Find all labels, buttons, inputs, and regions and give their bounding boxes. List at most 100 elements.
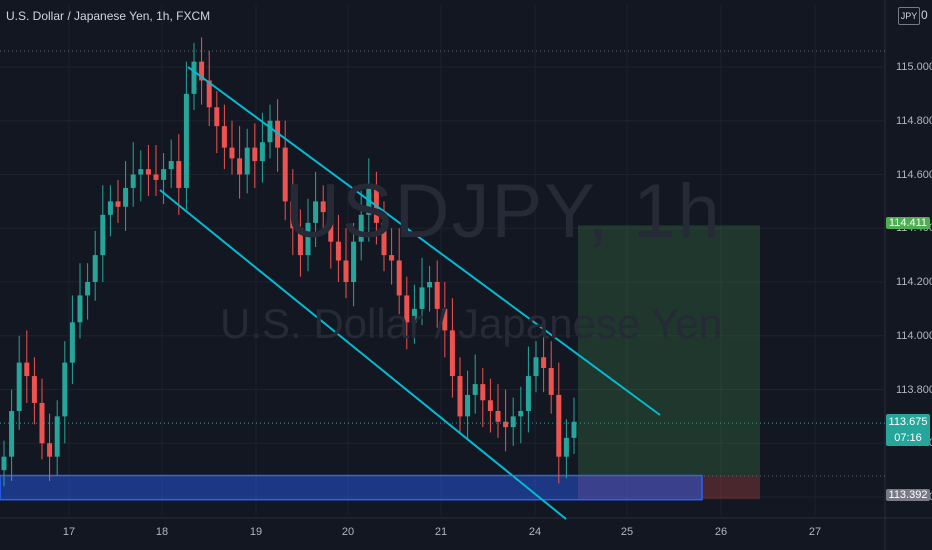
candle-body — [480, 384, 486, 401]
candle-body — [191, 61, 197, 94]
target-price-tag: 114.411 — [886, 217, 930, 229]
candle-body — [24, 362, 30, 377]
x-tick-label: 18 — [155, 526, 169, 538]
candle-body — [419, 287, 425, 309]
scale-toggle-icon[interactable]: 0 — [921, 8, 928, 22]
x-tick-label: 27 — [808, 526, 822, 538]
x-tick-label: 26 — [714, 526, 728, 538]
candle-body — [487, 400, 493, 411]
x-tick-label: 21 — [434, 526, 448, 538]
chart-title: U.S. Dollar / Japanese Yen, 1h, FXCM — [6, 9, 211, 23]
candle-body — [199, 61, 205, 81]
candle-body — [571, 421, 577, 438]
candle-body — [472, 384, 478, 395]
y-tick-label: 114.000 — [896, 329, 932, 342]
candle-body — [465, 394, 471, 417]
candle-body — [1, 456, 7, 471]
candle-body — [100, 214, 106, 256]
candle-body — [381, 222, 387, 256]
lower-trendline — [159, 189, 567, 520]
candle-body — [411, 308, 417, 323]
candle-body — [563, 437, 569, 457]
candle-body — [39, 402, 45, 444]
candle-body — [305, 222, 311, 256]
candle-body — [130, 174, 136, 188]
candle-body — [533, 357, 539, 377]
x-tick-label: 19 — [249, 526, 263, 538]
candle-body — [9, 411, 15, 457]
candle-body — [77, 295, 83, 323]
candle-body — [457, 376, 463, 417]
currency-badge[interactable]: JPY — [898, 7, 920, 25]
x-tick-label: 17 — [62, 526, 76, 538]
candle-body — [518, 411, 524, 417]
candle-body — [267, 120, 273, 143]
candle-body — [138, 169, 144, 175]
candle-body — [282, 147, 288, 202]
y-tick-label: 114.800 — [896, 114, 932, 127]
x-tick-label: 20 — [341, 526, 355, 538]
watermark-name: U.S. Dollar / Japanese Yen — [220, 300, 722, 347]
candle-body — [62, 362, 68, 417]
target-zone — [578, 225, 760, 476]
candle-body — [54, 416, 60, 457]
candle-body — [244, 147, 250, 175]
candle-body — [442, 308, 448, 331]
candle-body — [153, 174, 159, 180]
stop-zone — [578, 475, 760, 500]
candle-body — [556, 394, 562, 457]
candle-body — [145, 169, 151, 175]
candle-body — [358, 214, 364, 242]
candle-body — [183, 93, 189, 188]
y-tick-label: 113.800 — [896, 383, 932, 396]
candle-body — [115, 201, 121, 207]
candle-body — [320, 201, 326, 213]
last-price: 113.675 — [888, 416, 928, 428]
candle-body — [31, 376, 37, 403]
upper-trendline — [187, 66, 661, 416]
candle-body — [206, 80, 212, 108]
candle-body — [434, 282, 440, 309]
y-tick-label: 114.200 — [896, 276, 932, 288]
y-tick-label: 115.000 — [896, 61, 932, 73]
candle-body — [221, 126, 227, 148]
candle-body — [541, 357, 547, 368]
candle-body — [176, 161, 182, 188]
candle-body — [396, 260, 402, 296]
candle-body — [290, 201, 296, 229]
x-tick-label: 24 — [528, 526, 542, 538]
candle-body — [237, 158, 243, 175]
candle-body — [343, 260, 349, 282]
candle-body — [389, 255, 395, 261]
candle-body — [503, 421, 509, 428]
candle-body — [92, 255, 98, 282]
candle-body — [404, 295, 410, 323]
candle-body — [161, 169, 167, 180]
candle-body — [328, 212, 334, 242]
candle-body — [252, 147, 258, 162]
candle-body — [214, 107, 220, 127]
stop-price-tag: 113.392 — [886, 489, 930, 501]
candle-body — [510, 416, 516, 428]
candle-body — [107, 201, 113, 215]
candle-body — [259, 142, 265, 162]
candle-body — [69, 322, 75, 363]
candle-body — [47, 443, 53, 457]
candle-body — [449, 330, 455, 377]
candle-body — [548, 368, 554, 395]
candle-body — [335, 241, 341, 261]
countdown: 07:16 — [894, 432, 922, 444]
candle-body — [313, 201, 319, 223]
support-zone — [0, 474, 703, 501]
y-tick-label: 114.600 — [896, 168, 932, 181]
candle-body — [229, 147, 235, 159]
candle-body — [123, 187, 129, 207]
watermark-symbol: USDJPY, 1h — [285, 169, 722, 254]
candle-body — [427, 282, 433, 288]
candle-body — [85, 282, 91, 296]
candle-body — [495, 411, 501, 422]
x-tick-label: 25 — [620, 526, 634, 538]
last-price-tag: 113.675 07:16 — [886, 414, 930, 446]
candle-body — [525, 376, 531, 411]
